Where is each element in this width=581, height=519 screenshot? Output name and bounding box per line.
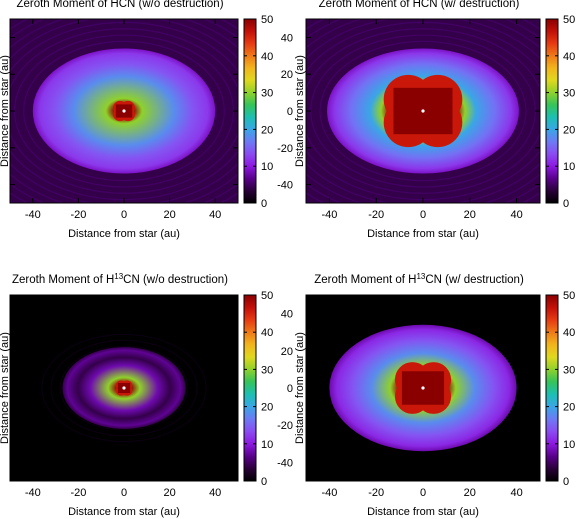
x-tick-label: 0	[420, 209, 426, 221]
colorbar-tick-label: 20	[563, 402, 575, 414]
y-tick-label: 0	[287, 383, 293, 395]
y-tick-label: 20	[281, 346, 293, 358]
colorbar-tick-label: 30	[261, 364, 273, 376]
y-tick-label: -20	[277, 143, 293, 155]
map-ring	[306, 28, 540, 194]
x-tick-label: -20	[70, 487, 86, 499]
y-tick-label: -20	[277, 420, 293, 432]
x-tick-label: -20	[70, 209, 86, 221]
colorbar-tick-label: 50	[563, 290, 575, 302]
colorbar-tick-label: 0	[563, 198, 569, 210]
colorbar-tick-label: 20	[261, 124, 273, 136]
chart-title: Zeroth Moment of H13CN (w/ destruction)	[314, 272, 524, 286]
map-ring	[10, 28, 238, 194]
colorbar-tick-label: 30	[563, 88, 575, 100]
star-marker	[421, 109, 425, 113]
x-axis-label: Distance from star (au)	[68, 228, 180, 240]
y-tick-label: -40	[277, 180, 293, 192]
x-axis-label: Distance from star (au)	[367, 506, 479, 518]
x-tick-label: 20	[464, 209, 476, 221]
x-tick-label: 40	[510, 487, 522, 499]
colorbar-tick-label: 20	[261, 402, 273, 414]
map-ring	[59, 345, 189, 431]
colorbar-tick-label: 10	[563, 161, 575, 173]
x-tick-label: -40	[321, 209, 337, 221]
x-tick-label: 0	[121, 209, 127, 221]
y-tick-label: 40	[281, 32, 293, 44]
y-tick-label: 40	[281, 309, 293, 321]
y-tick-label: -40	[277, 457, 293, 469]
colorbar-tick-label: 50	[261, 14, 273, 26]
y-tick-label: 20	[281, 69, 293, 81]
x-tick-label: 20	[163, 487, 175, 499]
colorbar-tick-label: 10	[563, 439, 575, 451]
colorbar-tick-label: 0	[563, 476, 569, 488]
x-tick-label: 40	[510, 209, 522, 221]
x-tick-label: 40	[209, 209, 221, 221]
x-tick-label: -40	[25, 487, 41, 499]
chart-title: Zeroth Moment of HCN (w/ destruction)	[319, 0, 520, 10]
x-tick-label: -20	[368, 487, 384, 499]
colorbar-tick-label: 40	[563, 51, 575, 63]
chart-title: Zeroth Moment of H13CN (w/o destruction)	[12, 272, 228, 286]
x-tick-label: 20	[163, 209, 175, 221]
chart-title: Zeroth Moment of HCN (w/o destruction)	[16, 0, 223, 10]
colorbar-tick-label: 50	[261, 290, 273, 302]
x-axis-label: Distance from star (au)	[367, 228, 479, 240]
x-tick-label: -20	[368, 209, 384, 221]
colorbar	[243, 294, 257, 482]
x-axis-label: Distance from star (au)	[68, 506, 180, 518]
y-axis-label: Distance from star (au)	[0, 332, 11, 444]
colorbar	[243, 18, 257, 204]
colorbar-tick-label: 10	[261, 161, 273, 173]
x-tick-label: 40	[209, 487, 221, 499]
colorbar-tick-label: 0	[261, 476, 267, 488]
colorbar-tick-label: 10	[261, 439, 273, 451]
colorbar-tick-label: 30	[261, 88, 273, 100]
colorbar-tick-label: 40	[563, 327, 575, 339]
colorbar-tick-label: 30	[563, 364, 575, 376]
colorbar	[545, 18, 559, 204]
x-tick-label: 0	[420, 487, 426, 499]
colorbar-tick-label: 50	[563, 14, 575, 26]
colorbar	[545, 294, 559, 482]
map-ring	[23, 40, 225, 182]
colorbar-tick-label: 0	[261, 198, 267, 210]
map-ring	[50, 339, 198, 437]
star-marker	[421, 386, 425, 390]
colorbar-tick-label: 40	[261, 51, 273, 63]
y-axis-label: Distance from star (au)	[294, 332, 306, 444]
x-tick-label: 0	[121, 487, 127, 499]
y-tick-label: 0	[287, 106, 293, 118]
map-ring	[319, 40, 527, 182]
x-tick-label: -40	[25, 209, 41, 221]
y-axis-label: Distance from star (au)	[0, 55, 11, 167]
colorbar-tick-label: 40	[261, 327, 273, 339]
x-tick-label: -40	[321, 487, 337, 499]
central-peak	[394, 362, 452, 414]
colorbar-tick-label: 20	[563, 124, 575, 136]
star-marker	[122, 109, 126, 113]
map-ring	[41, 333, 207, 443]
x-tick-label: 20	[464, 487, 476, 499]
star-marker	[122, 386, 126, 390]
y-axis-label: Distance from star (au)	[294, 55, 306, 167]
central-peak	[383, 74, 463, 148]
